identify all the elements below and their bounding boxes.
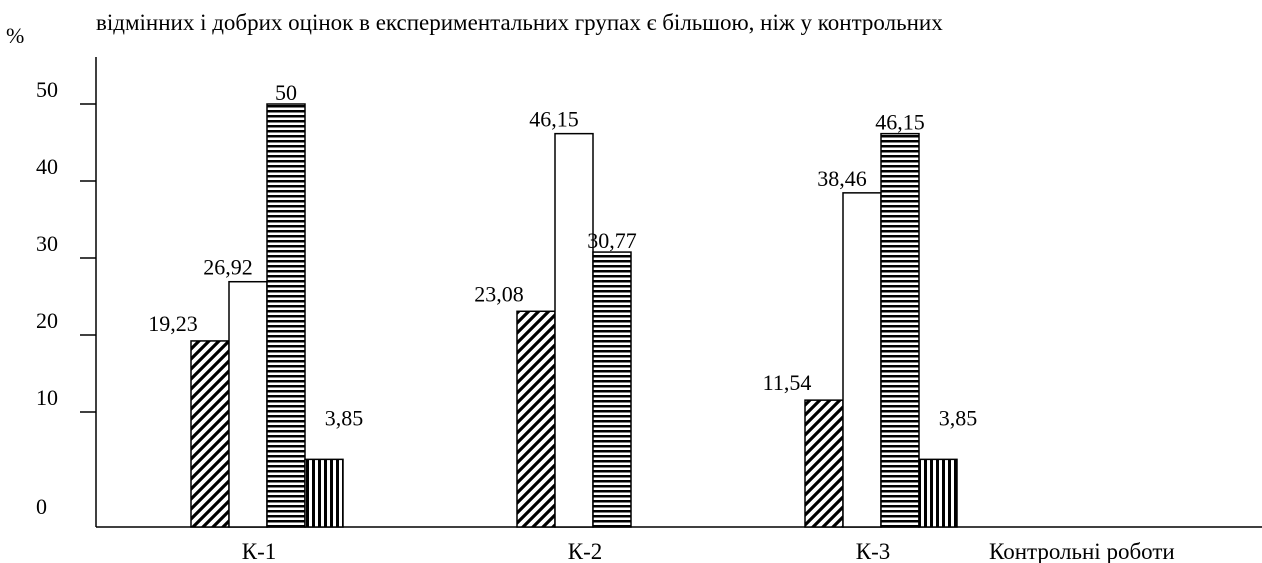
bar-value-label: 30,77 bbox=[587, 228, 637, 253]
bar-value-label: 3,85 bbox=[939, 405, 978, 430]
x-category-label: К-1 bbox=[242, 539, 277, 563]
y-tick-label: 20 bbox=[36, 308, 58, 333]
bar-value-label: 26,92 bbox=[203, 255, 253, 280]
bar-К-1-s3 bbox=[304, 458, 344, 528]
x-category-label: К-3 bbox=[856, 539, 891, 563]
bar-К-3-s0 bbox=[804, 399, 844, 528]
bar-value-label: 46,15 bbox=[529, 107, 579, 132]
bar-К-1-s1 bbox=[228, 280, 268, 528]
bar-К-1-s0 bbox=[190, 340, 230, 528]
y-tick-label: 40 bbox=[36, 154, 58, 179]
y-tick-label: 50 bbox=[36, 77, 58, 102]
y-tick-label: 0 bbox=[36, 494, 47, 519]
bar-К-2-s2 bbox=[592, 251, 632, 528]
bar-value-label: 50 bbox=[275, 80, 297, 105]
header-text: відмінних і добрих оцінок в експеримента… bbox=[96, 10, 943, 35]
x-category-label: К-2 bbox=[568, 539, 603, 563]
bar-К-3-s2 bbox=[880, 132, 920, 528]
y-tick-label: 10 bbox=[36, 385, 58, 410]
bar-value-label: 38,46 bbox=[817, 166, 867, 191]
bar-К-2-s0 bbox=[516, 310, 556, 528]
bar-value-label: 19,23 bbox=[148, 311, 198, 336]
bar-К-3-s1 bbox=[842, 192, 882, 528]
bar-value-label: 3,85 bbox=[325, 405, 364, 430]
bar-К-2-s1 bbox=[554, 132, 594, 528]
bar-value-label: 11,54 bbox=[763, 370, 812, 395]
bar-value-label: 23,08 bbox=[474, 281, 524, 306]
bar-К-1-s2 bbox=[266, 103, 306, 528]
bar-value-label: 46,15 bbox=[875, 110, 925, 135]
bar-К-3-s3 bbox=[918, 458, 958, 528]
x-axis-label: Контрольні роботи bbox=[989, 539, 1175, 563]
y-unit-label: % bbox=[6, 23, 24, 48]
y-tick-label: 30 bbox=[36, 231, 58, 256]
